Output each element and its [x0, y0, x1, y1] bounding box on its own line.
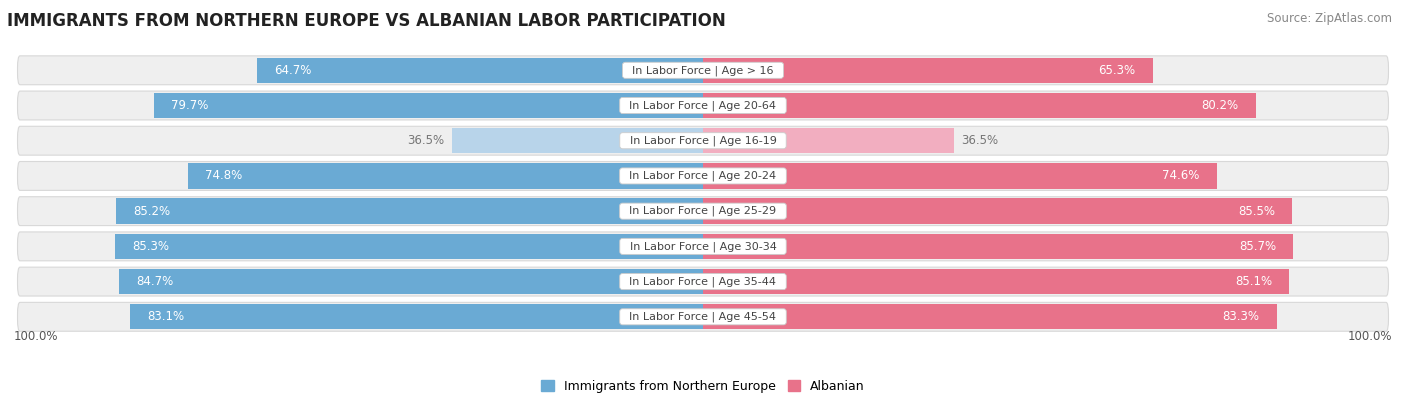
Text: In Labor Force | Age 20-24: In Labor Force | Age 20-24 [623, 171, 783, 181]
Text: 85.3%: 85.3% [132, 240, 170, 253]
Bar [115, 234, 703, 259]
Text: 36.5%: 36.5% [962, 134, 998, 147]
Bar [451, 128, 703, 153]
FancyBboxPatch shape [17, 91, 1389, 120]
Text: In Labor Force | Age 25-29: In Labor Force | Age 25-29 [623, 206, 783, 216]
FancyBboxPatch shape [17, 162, 1389, 190]
FancyBboxPatch shape [17, 267, 1389, 296]
Text: 83.3%: 83.3% [1223, 310, 1260, 324]
Bar [703, 128, 955, 153]
Bar [703, 234, 1294, 259]
Bar [117, 198, 703, 224]
Bar [703, 304, 1277, 329]
Bar [120, 269, 703, 294]
Text: In Labor Force | Age 30-34: In Labor Force | Age 30-34 [623, 241, 783, 252]
Text: 83.1%: 83.1% [148, 310, 184, 324]
Bar [703, 269, 1289, 294]
Bar [153, 93, 703, 118]
Text: In Labor Force | Age 45-54: In Labor Force | Age 45-54 [623, 312, 783, 322]
Text: 80.2%: 80.2% [1201, 99, 1239, 112]
Bar [703, 58, 1153, 83]
FancyBboxPatch shape [17, 302, 1389, 331]
FancyBboxPatch shape [17, 197, 1389, 226]
Bar [703, 93, 1256, 118]
Text: In Labor Force | Age 16-19: In Labor Force | Age 16-19 [623, 135, 783, 146]
Text: 74.6%: 74.6% [1163, 169, 1199, 182]
Text: 84.7%: 84.7% [136, 275, 174, 288]
Text: 64.7%: 64.7% [274, 64, 312, 77]
Bar [187, 163, 703, 189]
FancyBboxPatch shape [17, 56, 1389, 85]
Text: 65.3%: 65.3% [1098, 64, 1136, 77]
Text: In Labor Force | Age > 16: In Labor Force | Age > 16 [626, 65, 780, 75]
FancyBboxPatch shape [17, 126, 1389, 155]
Text: 36.5%: 36.5% [408, 134, 444, 147]
Bar [703, 198, 1292, 224]
Bar [257, 58, 703, 83]
Text: Source: ZipAtlas.com: Source: ZipAtlas.com [1267, 12, 1392, 25]
Text: 85.7%: 85.7% [1239, 240, 1277, 253]
Text: IMMIGRANTS FROM NORTHERN EUROPE VS ALBANIAN LABOR PARTICIPATION: IMMIGRANTS FROM NORTHERN EUROPE VS ALBAN… [7, 12, 725, 30]
Text: 74.8%: 74.8% [205, 169, 242, 182]
Text: 85.2%: 85.2% [134, 205, 170, 218]
Text: In Labor Force | Age 35-44: In Labor Force | Age 35-44 [623, 276, 783, 287]
Bar [703, 163, 1218, 189]
Text: In Labor Force | Age 20-64: In Labor Force | Age 20-64 [623, 100, 783, 111]
Text: 85.1%: 85.1% [1234, 275, 1272, 288]
FancyBboxPatch shape [17, 232, 1389, 261]
Text: 100.0%: 100.0% [14, 330, 59, 343]
Text: 100.0%: 100.0% [1347, 330, 1392, 343]
Text: 85.5%: 85.5% [1237, 205, 1275, 218]
Text: 79.7%: 79.7% [172, 99, 208, 112]
Bar [131, 304, 703, 329]
Legend: Immigrants from Northern Europe, Albanian: Immigrants from Northern Europe, Albania… [536, 375, 870, 395]
